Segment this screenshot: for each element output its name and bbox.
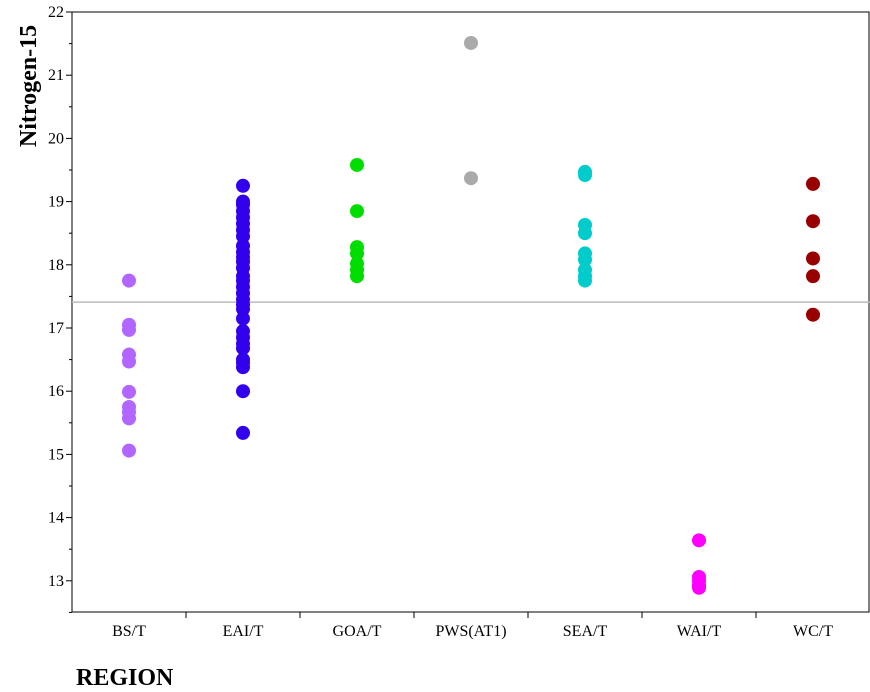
y-tick-label: 13 [48,573,64,590]
data-point [350,157,364,172]
data-point [122,443,136,458]
x-tick-label: PWS(AT1) [435,623,506,640]
data-point [122,384,136,399]
x-tick-label: SEA/T [563,623,608,640]
data-point [350,269,364,284]
data-point [806,269,820,284]
data-point [806,307,820,322]
y-tick-label: 21 [48,67,64,84]
data-point [122,411,136,426]
data-point [692,533,706,548]
x-tick-label: GOA/T [333,623,382,640]
x-tick-label: WAI/T [677,623,722,640]
y-tick-label: 15 [48,446,64,463]
data-point [464,171,478,186]
data-point [578,226,592,241]
y-axis-title: Nitrogen-15 [16,25,42,147]
x-tick-label: BS/T [112,623,146,640]
points-layer [122,35,820,595]
y-tick-label: 19 [48,194,64,211]
x-tick-label: EAI/T [223,623,264,640]
y-tick-label: 16 [48,383,64,400]
data-point [236,425,250,440]
data-point [464,35,478,50]
data-point [578,168,592,183]
y-tick-label: 20 [48,130,64,147]
data-point [350,204,364,219]
data-point [236,341,250,356]
data-point [806,251,820,266]
data-point [236,384,250,399]
y-tick-label: 18 [48,257,64,274]
data-point [122,322,136,337]
data-point [578,252,592,267]
data-point [806,214,820,229]
data-point [692,580,706,595]
data-point [122,273,136,288]
axis-layer: 13 14 15 16 17 18 19 20 21 22 BS/T EAI/T GOA/T PWS(AT… [48,4,870,640]
data-point [122,354,136,369]
data-point [236,311,250,326]
data-point [350,246,364,261]
x-tick-label: WC/T [793,623,833,640]
y-tick-label: 17 [48,320,64,337]
data-point [236,178,250,193]
x-axis-title: REGION [76,665,174,691]
data-point [806,176,820,191]
plot-frame [71,11,870,613]
y-tick-label: 22 [48,4,64,21]
data-point [578,273,592,288]
y-tick-label: 14 [48,510,64,527]
data-point [236,360,250,375]
